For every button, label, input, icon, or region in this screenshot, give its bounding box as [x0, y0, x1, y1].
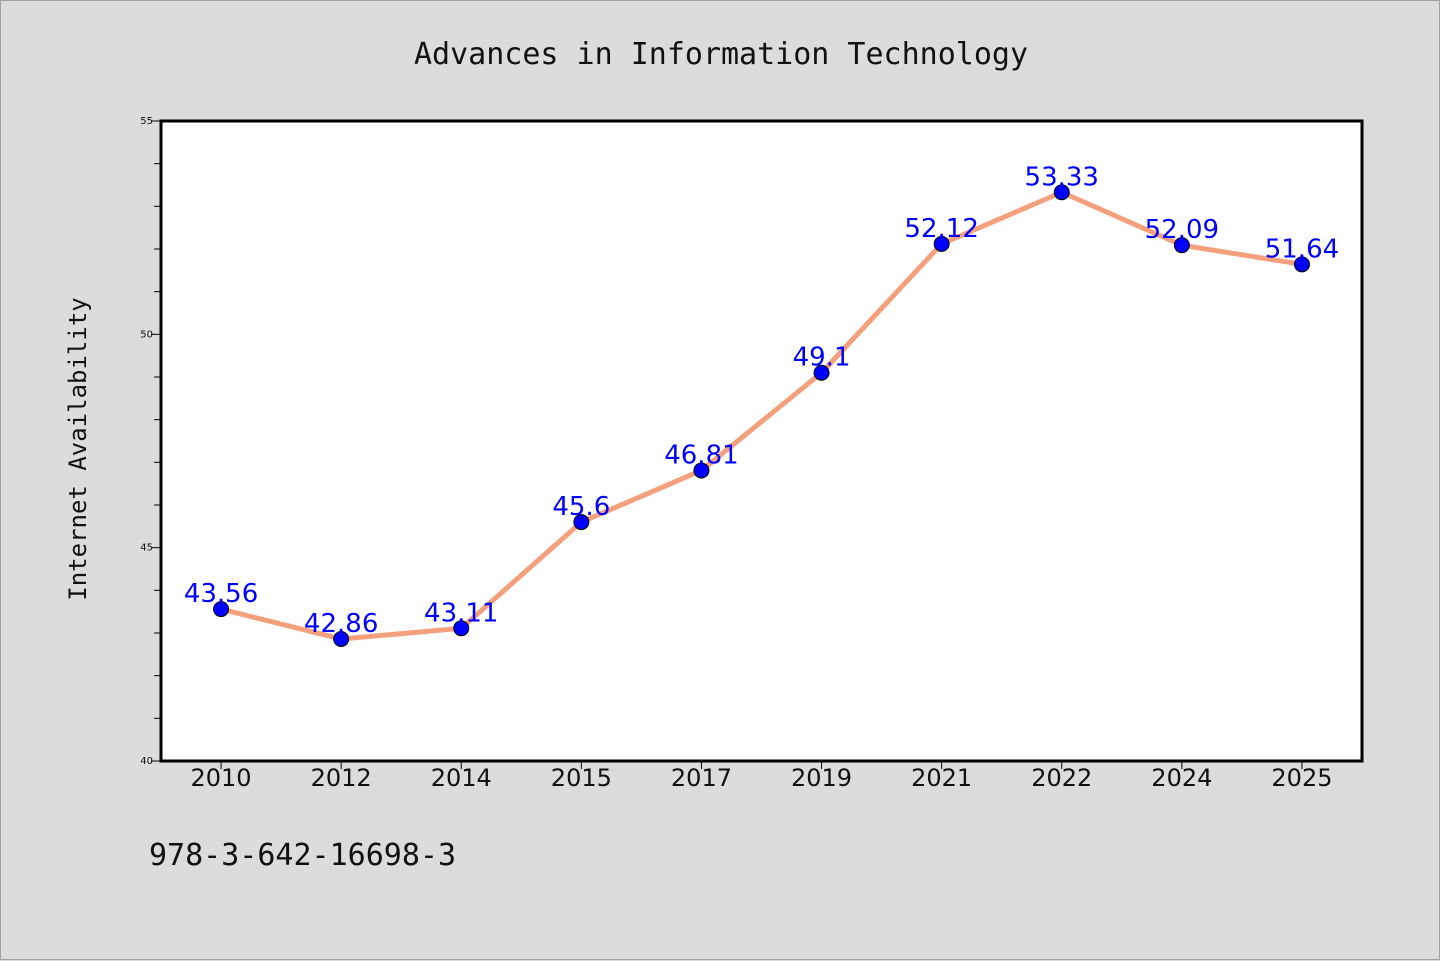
y-tick-label: 40 [140, 756, 153, 767]
data-point [933, 235, 950, 252]
y-tick-label: 45 [140, 543, 153, 554]
x-tick-label: 2024 [1151, 764, 1212, 792]
data-point [693, 462, 710, 479]
x-tick-label: 2012 [311, 764, 372, 792]
data-point [1053, 184, 1070, 201]
y-tick-label: 55 [140, 116, 153, 127]
data-label: 53.33 [1025, 162, 1099, 192]
data-label: 52.12 [904, 214, 978, 244]
data-label: 43.56 [184, 579, 258, 609]
x-tick-label: 2021 [911, 764, 972, 792]
data-point [573, 514, 590, 531]
data-label: 46.81 [664, 440, 738, 470]
data-label: 49.1 [793, 343, 851, 373]
series-line [218, 189, 1305, 642]
data-label: 45.6 [552, 492, 610, 522]
data-point [1173, 237, 1190, 254]
data-point [813, 364, 830, 381]
data-label: 51.64 [1265, 234, 1339, 264]
x-tick-label: 2025 [1271, 764, 1332, 792]
y-tick-label: 50 [140, 329, 153, 340]
x-tick-label: 2017 [671, 764, 732, 792]
data-label: 43.11 [424, 598, 498, 628]
data-point [453, 620, 470, 637]
data-point [1293, 256, 1310, 273]
data-label: 42.86 [304, 609, 378, 639]
y-axis: 40 45 50 55 [140, 116, 161, 767]
x-tick-label: 2014 [431, 764, 492, 792]
x-axis: 2010 2012 2014 2015 2017 2019 2021 2022 2024 2025 [191, 761, 1332, 792]
series-layer [213, 184, 1310, 647]
x-tick-label: 2022 [1031, 764, 1092, 792]
data-point [213, 601, 230, 618]
plot-area [159, 119, 1364, 763]
x-tick-label: 2019 [791, 764, 852, 792]
isbn-footnote: 978-3-642-16698-3 [149, 838, 456, 873]
x-tick-label: 2010 [191, 764, 252, 792]
chart-title: Advances in Information Technology [414, 37, 1028, 72]
data-point [333, 630, 350, 647]
y-axis-label: Internet Availability [64, 297, 92, 600]
data-label: 52.09 [1145, 215, 1219, 245]
data-labels: 43.56 42.86 43.11 45.6 46.81 49.1 52.12 53.33 52… [184, 162, 1339, 639]
x-tick-label: 2015 [551, 764, 612, 792]
